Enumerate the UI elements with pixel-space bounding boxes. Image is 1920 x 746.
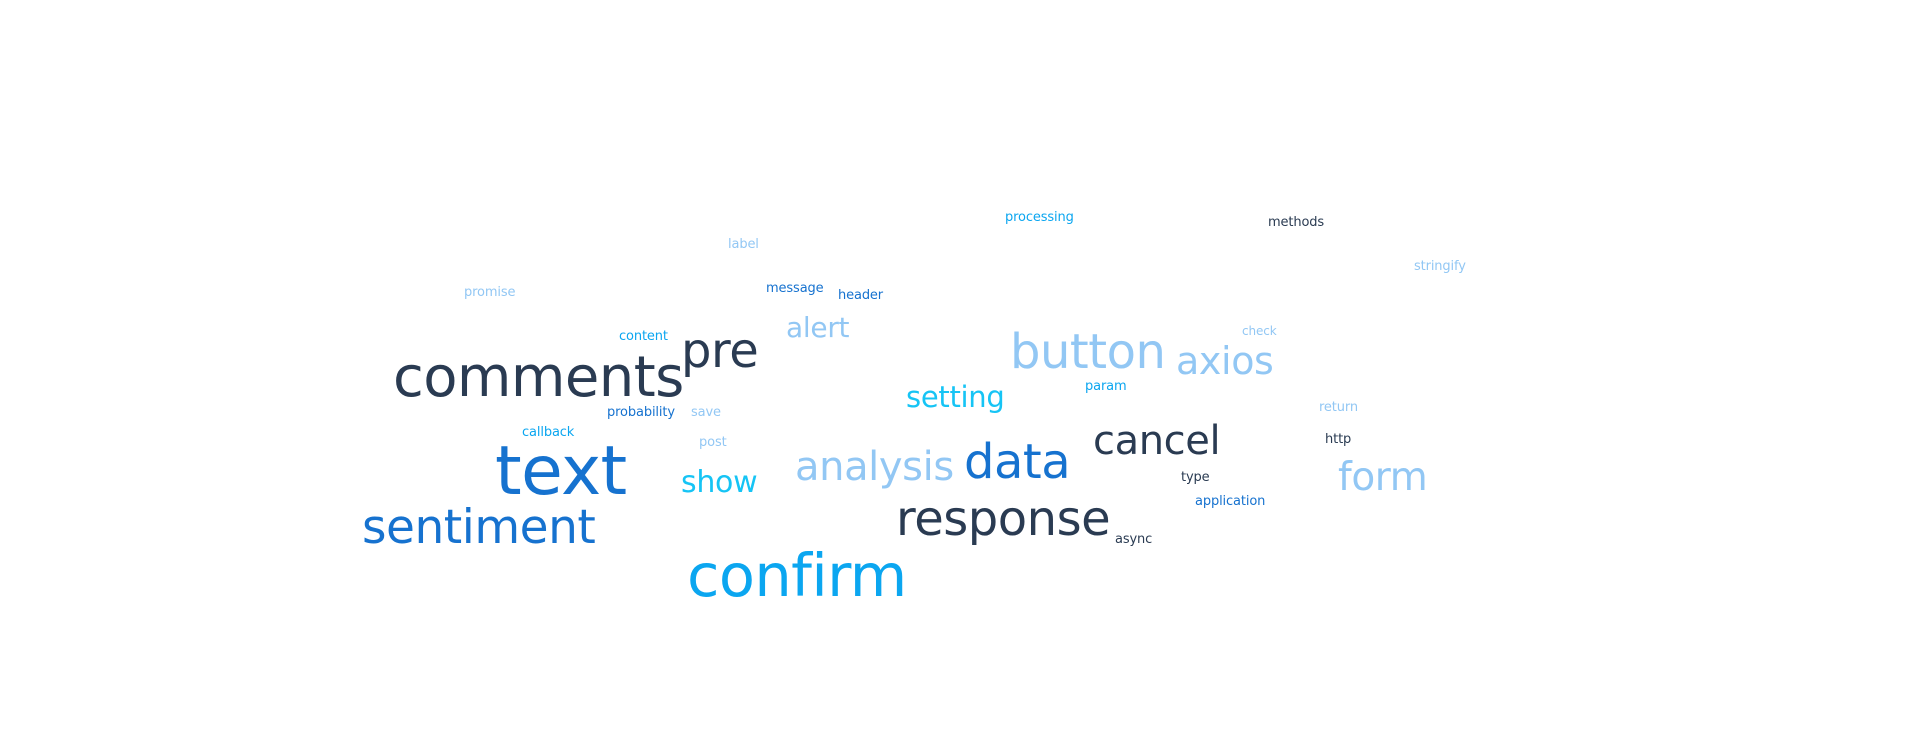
word-methods: methods: [1268, 215, 1325, 230]
word-label: label: [728, 237, 759, 252]
word-stringify: stringify: [1414, 259, 1466, 274]
word-processing: processing: [1005, 210, 1074, 225]
word-return: return: [1319, 400, 1358, 415]
word-callback: callback: [522, 425, 575, 440]
word-probability: probability: [607, 405, 675, 420]
word-setting: setting: [906, 380, 1005, 414]
word-save: save: [691, 405, 721, 420]
word-http: http: [1325, 432, 1352, 447]
word-confirm: confirm: [687, 541, 907, 610]
word-check: check: [1242, 324, 1277, 338]
word-content: content: [619, 329, 668, 344]
word-alert: alert: [786, 311, 850, 344]
word-response: response: [896, 491, 1111, 547]
word-show: show: [681, 465, 758, 500]
word-cancel: cancel: [1093, 418, 1221, 464]
word-axios: axios: [1176, 339, 1274, 383]
word-post: post: [699, 435, 727, 450]
word-form: form: [1338, 455, 1428, 500]
word-type: type: [1181, 470, 1210, 485]
word-text: text: [495, 432, 627, 511]
word-data: data: [964, 434, 1071, 490]
word-button: button: [1010, 324, 1166, 380]
word-header: header: [838, 288, 884, 303]
word-sentiment: sentiment: [362, 500, 596, 555]
word-message: message: [766, 281, 824, 296]
word-promise: promise: [464, 285, 516, 300]
word-pre: pre: [681, 323, 759, 379]
word-async: async: [1115, 532, 1153, 547]
word-comments: comments: [393, 345, 684, 410]
word-analysis: analysis: [795, 444, 954, 490]
word-param: param: [1085, 379, 1127, 394]
word-application: application: [1195, 494, 1266, 509]
